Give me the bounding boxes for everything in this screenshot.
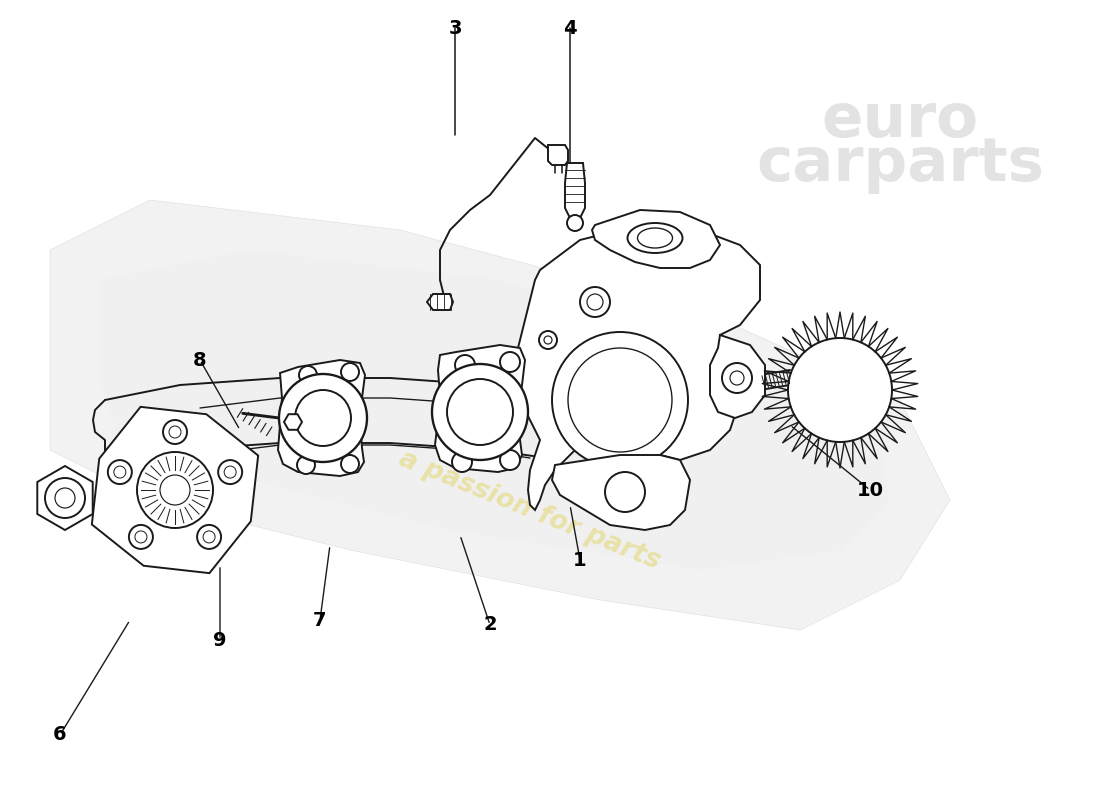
- Circle shape: [452, 452, 472, 472]
- Circle shape: [432, 364, 528, 460]
- Polygon shape: [434, 345, 525, 472]
- Polygon shape: [710, 335, 764, 418]
- Text: 6: 6: [53, 726, 67, 745]
- Circle shape: [138, 452, 213, 528]
- Circle shape: [566, 215, 583, 231]
- Text: 2: 2: [483, 615, 497, 634]
- Circle shape: [544, 336, 552, 344]
- Ellipse shape: [638, 228, 672, 248]
- Polygon shape: [284, 414, 302, 430]
- Text: 3: 3: [449, 18, 462, 38]
- Polygon shape: [515, 225, 760, 510]
- Circle shape: [163, 420, 187, 444]
- Polygon shape: [278, 360, 365, 476]
- Circle shape: [580, 287, 611, 317]
- Text: 8: 8: [194, 350, 207, 370]
- Circle shape: [218, 460, 242, 484]
- Text: 10: 10: [857, 481, 883, 499]
- Circle shape: [341, 363, 359, 381]
- Circle shape: [587, 294, 603, 310]
- Circle shape: [108, 460, 132, 484]
- Circle shape: [552, 332, 688, 468]
- Polygon shape: [552, 455, 690, 530]
- Circle shape: [605, 472, 645, 512]
- Circle shape: [55, 488, 75, 508]
- Circle shape: [788, 338, 892, 442]
- Polygon shape: [592, 210, 720, 268]
- Text: 7: 7: [314, 610, 327, 630]
- Circle shape: [539, 331, 557, 349]
- Text: 4: 4: [563, 18, 576, 38]
- Circle shape: [299, 366, 317, 384]
- Polygon shape: [37, 466, 92, 530]
- Circle shape: [722, 363, 752, 393]
- Circle shape: [341, 455, 359, 473]
- Polygon shape: [50, 200, 950, 630]
- Circle shape: [204, 531, 216, 543]
- Circle shape: [279, 374, 367, 462]
- Circle shape: [197, 525, 221, 549]
- Text: carparts: carparts: [756, 135, 1044, 194]
- Text: a passion for parts: a passion for parts: [395, 446, 664, 574]
- Polygon shape: [565, 163, 585, 218]
- Circle shape: [113, 466, 125, 478]
- Polygon shape: [427, 294, 453, 310]
- Circle shape: [500, 450, 520, 470]
- Circle shape: [160, 475, 190, 505]
- Circle shape: [224, 466, 236, 478]
- Circle shape: [135, 531, 147, 543]
- Circle shape: [295, 390, 351, 446]
- Polygon shape: [100, 250, 890, 570]
- Circle shape: [730, 371, 744, 385]
- Circle shape: [500, 352, 520, 372]
- Polygon shape: [92, 407, 258, 573]
- Circle shape: [45, 478, 85, 518]
- Text: 9: 9: [213, 630, 227, 650]
- Polygon shape: [548, 145, 568, 165]
- Text: euro: euro: [822, 90, 979, 150]
- Circle shape: [169, 426, 182, 438]
- Circle shape: [568, 348, 672, 452]
- Circle shape: [455, 355, 475, 375]
- Circle shape: [129, 525, 153, 549]
- Circle shape: [447, 379, 513, 445]
- Text: 1: 1: [573, 550, 586, 570]
- Circle shape: [297, 456, 315, 474]
- Ellipse shape: [627, 223, 682, 253]
